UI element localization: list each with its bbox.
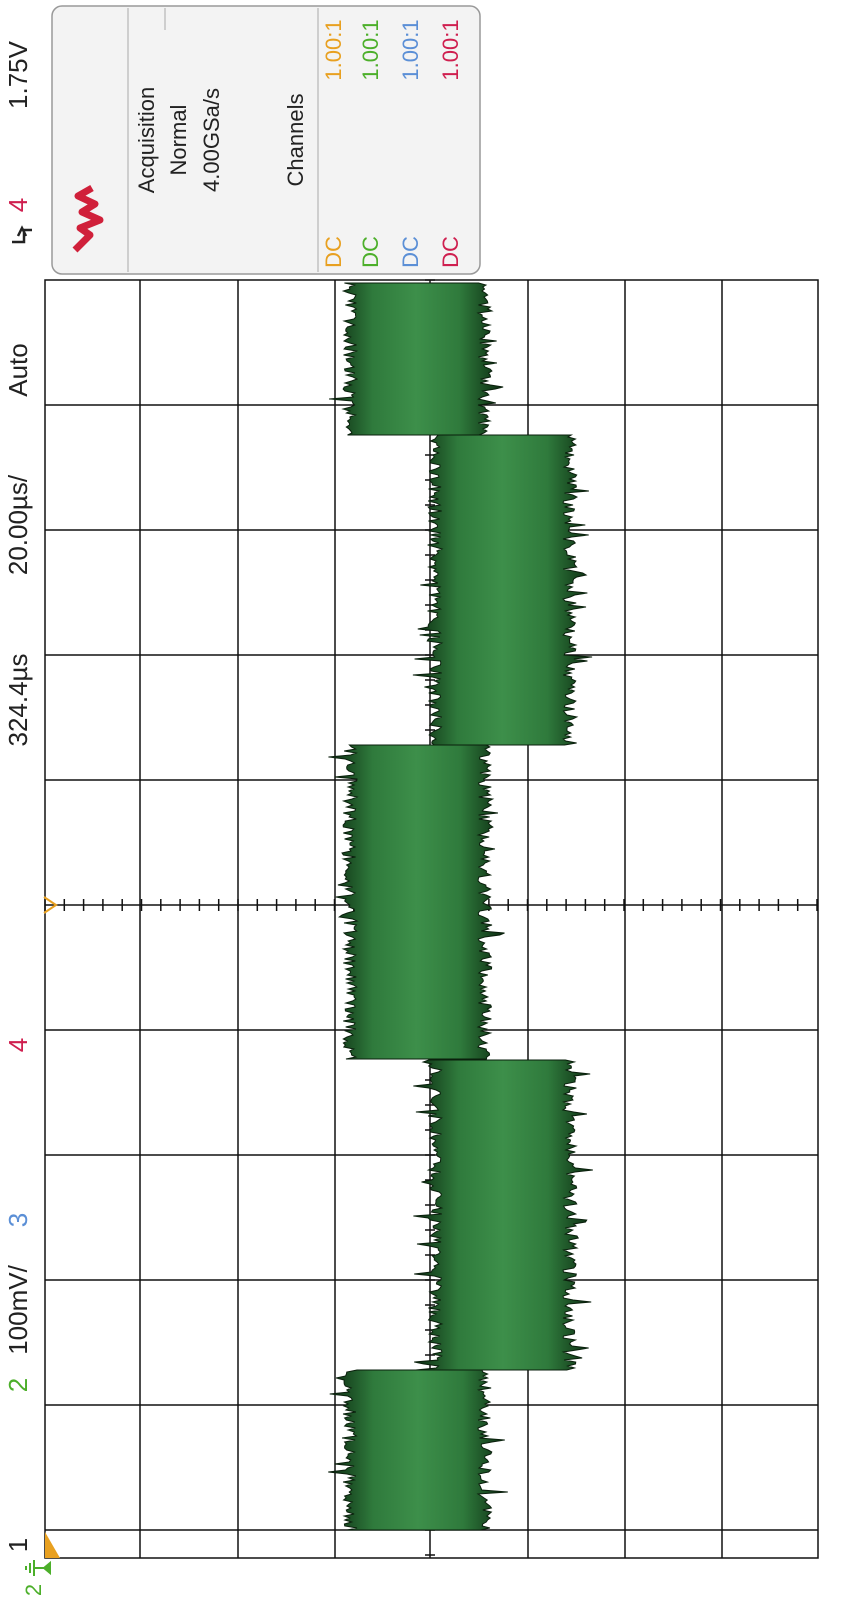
channel-1-marker <box>45 1532 60 1558</box>
waveform-segment <box>412 434 593 746</box>
time-per-div[interactable]: 20.00µs/ <box>3 474 33 575</box>
channel-3[interactable]: 3 <box>3 1213 33 1227</box>
probe-ratio: 1.00:1 <box>398 19 423 80</box>
probe-ratio: 1.00:1 <box>438 19 463 80</box>
volts-per-div[interactable]: 100mV/ <box>3 1264 33 1354</box>
acquisition-mode: Normal <box>166 105 191 176</box>
channel-rows: DC 1.00:1 DC 1.00:1 DC 1.00:1 DC 1.00:1 <box>321 19 463 267</box>
waveform-segment <box>413 1059 593 1371</box>
acquisition-title[interactable]: Acquisition <box>134 87 159 193</box>
channel-coupling: DC <box>358 236 383 268</box>
channels-title[interactable]: Channels <box>283 94 308 187</box>
probe-ratio: 1.00:1 <box>358 19 383 80</box>
waveform-segment <box>329 282 504 436</box>
delay[interactable]: 324.4µs <box>3 653 33 746</box>
waveform-segment <box>328 1369 508 1531</box>
trigger-position-marker <box>43 896 58 914</box>
waveform-segment <box>328 744 505 1060</box>
trigger-level[interactable]: 1.75V <box>3 40 33 109</box>
waveform <box>328 282 593 1531</box>
trigger-mode[interactable]: Auto <box>3 343 33 397</box>
channel-coupling: DC <box>321 236 346 268</box>
info-panel <box>51 5 481 275</box>
trigger-edge-icon <box>12 225 32 244</box>
channel-4[interactable]: 4 <box>3 1038 33 1052</box>
ground-marker <box>25 1560 51 1576</box>
channel-2[interactable]: 2 <box>3 1378 33 1392</box>
ground-label: 2 <box>21 1584 46 1596</box>
channel-1[interactable]: 1 <box>3 1538 33 1552</box>
probe-ratio: 1.00:1 <box>321 19 346 80</box>
sample-rate: 4.00GSa/s <box>199 88 224 192</box>
trigger-source[interactable]: 4 <box>3 198 33 212</box>
channel-coupling: DC <box>398 236 423 268</box>
acquisition-icon <box>72 184 104 253</box>
channel-coupling: DC <box>438 236 463 268</box>
